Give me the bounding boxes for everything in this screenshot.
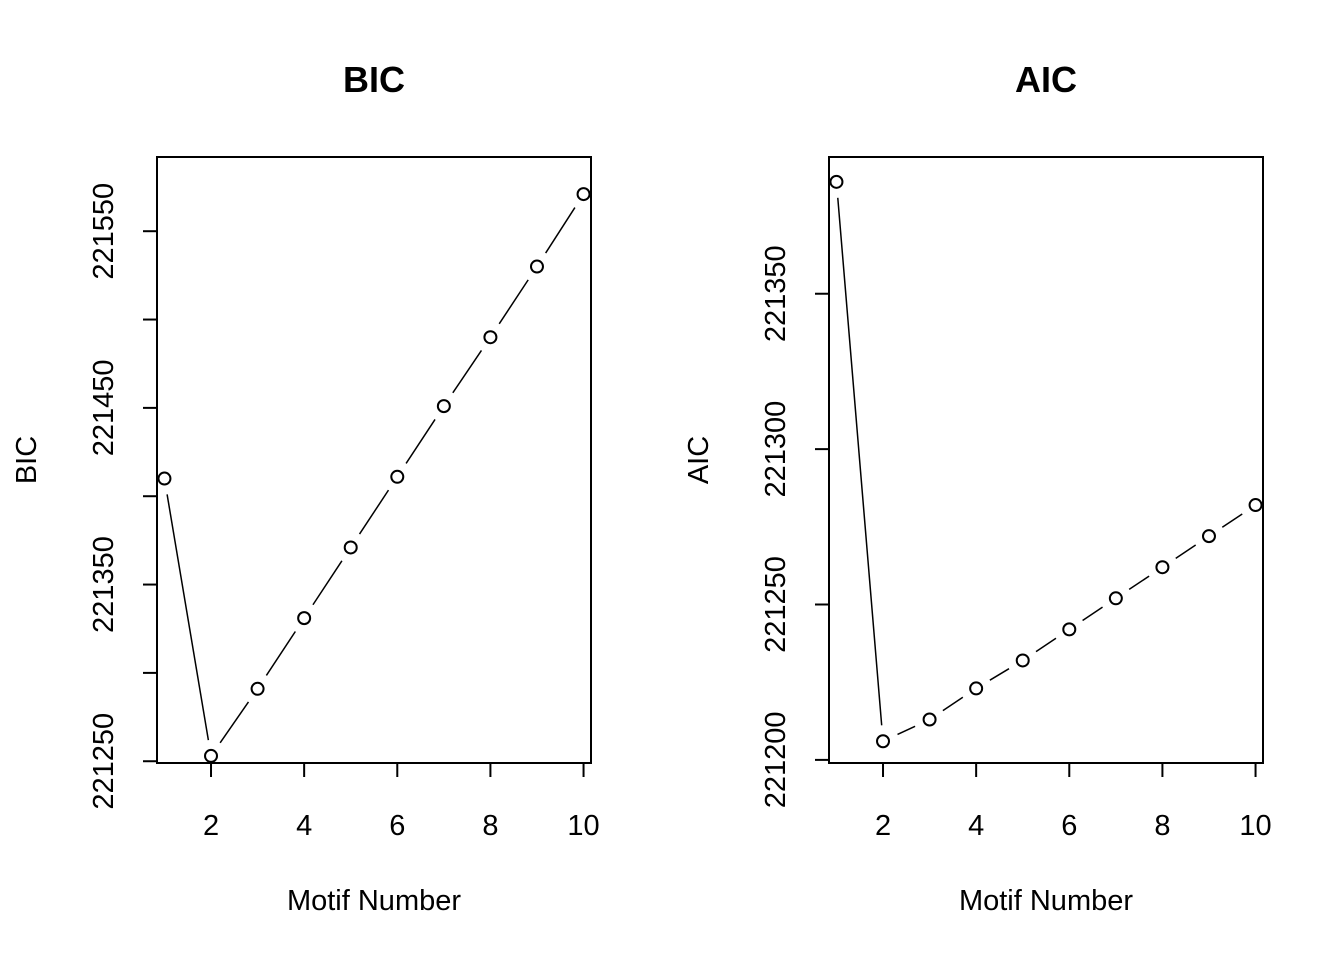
aic-line-segment (837, 197, 883, 726)
bic-data-point (390, 469, 405, 484)
bic-data-point (576, 187, 591, 202)
bic-data-point (436, 399, 451, 414)
aic-data-point (829, 174, 844, 189)
bic-y-axis-label: BIC (11, 436, 43, 484)
aic-line-segment (897, 725, 916, 736)
aic-y-tick-label: 221250 (760, 556, 792, 653)
bic-data-point (297, 611, 312, 626)
bic-x-tick-label: 6 (389, 810, 405, 842)
bic-line-segment (166, 494, 210, 741)
aic-line-segment (1035, 637, 1057, 653)
aic-panel: AIC Motif Number AIC 2 4 6 8 102212002212502… (683, 59, 1272, 917)
aic-x-tick-label: 4 (968, 810, 984, 842)
aic-data-point (1015, 653, 1030, 668)
bic-y-tick-label: 221350 (88, 536, 120, 633)
aic-line-segment (989, 668, 1010, 681)
bic-data-point (204, 748, 219, 763)
bic-panel: BIC Motif Number BIC 2 4 6 8 102212502213502… (11, 59, 600, 917)
aic-line-segment (1082, 606, 1103, 622)
aic-line-segment (1221, 513, 1243, 528)
aic-plot-frame (828, 156, 1264, 764)
bic-x-tick-label: 2 (203, 810, 219, 842)
bic-data-point (343, 540, 358, 555)
bic-y-tick-label: 221550 (88, 183, 120, 280)
bic-line-segment (312, 560, 343, 606)
bic-plot-frame (156, 156, 592, 764)
aic-data-point (876, 734, 891, 749)
bic-line-segment (358, 489, 390, 535)
aic-x-tick-label: 2 (875, 810, 891, 842)
aic-y-axis-label: AIC (683, 436, 715, 484)
bic-y-tick-label: 221250 (88, 713, 120, 810)
bic-line-segment (405, 419, 436, 464)
aic-data-point (1062, 622, 1077, 637)
aic-x-axis-label: Motif Number (959, 885, 1133, 917)
aic-data-point (922, 712, 937, 727)
bic-x-tick-label: 8 (482, 810, 498, 842)
bic-line-segment (498, 279, 529, 325)
aic-x-tick-label: 6 (1061, 810, 1077, 842)
aic-y-tick-label: 221300 (760, 401, 792, 498)
aic-line-segment (942, 696, 964, 712)
bic-data-point (483, 330, 498, 345)
aic-line-segment (1128, 575, 1150, 591)
aic-line-segment (1175, 544, 1197, 559)
aic-data-point (969, 681, 984, 696)
bic-x-tick-label: 4 (296, 810, 312, 842)
aic-data-point (1155, 560, 1170, 575)
aic-plot-area: 2 4 6 8 10 221200 221250 221300 221350 (760, 156, 1272, 842)
bic-line-segment (452, 350, 483, 394)
aic-y-tick-label: 221350 (760, 245, 792, 342)
bic-data-point (529, 259, 544, 274)
aic-data-point (1201, 529, 1216, 544)
bic-x-axis-label: Motif Number (287, 885, 461, 917)
bic-y-tick-label: 221450 (88, 359, 120, 456)
bic-data-point (250, 681, 265, 696)
bic-chart-title: BIC (343, 59, 405, 100)
bic-x-tick-label: 10 (567, 810, 599, 842)
bic-plot-area: 2 4 6 8 10 221250 221350 221450 221550 (88, 156, 600, 842)
aic-data-point (1108, 591, 1123, 606)
bic-data-point (157, 471, 172, 486)
bic-line-segment (219, 701, 250, 744)
aic-y-tick-label: 221200 (760, 712, 792, 809)
aic-x-tick-label: 10 (1239, 810, 1271, 842)
aic-data-point (1248, 498, 1263, 513)
bic-line-segment (265, 631, 296, 676)
aic-x-tick-label: 8 (1154, 810, 1170, 842)
bic-line-segment (545, 207, 576, 254)
aic-chart-title: AIC (1015, 59, 1077, 100)
